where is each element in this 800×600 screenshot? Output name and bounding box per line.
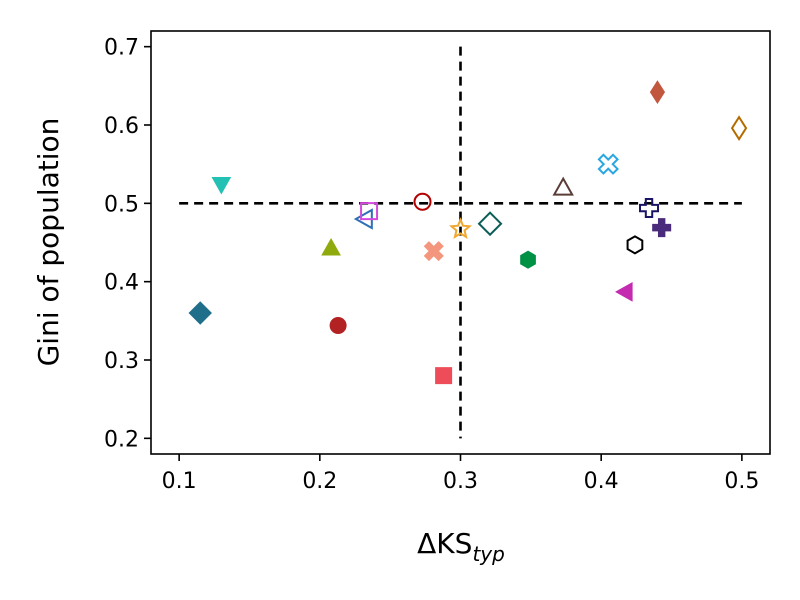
x-tick-label: 0.2 [302, 469, 337, 494]
data-point-plus [639, 198, 660, 219]
x-tick-label: 0.4 [584, 469, 619, 494]
data-point-circle [329, 317, 347, 335]
y-tick-label: 0.6 [104, 114, 139, 139]
data-point-thin-diamond [649, 80, 666, 105]
data-point-triangle-down [211, 177, 232, 195]
x-tick-label: 0.5 [724, 469, 759, 494]
y-tick-label: 0.5 [104, 192, 139, 217]
data-point-diamond [477, 211, 503, 237]
data-point-x [597, 153, 619, 175]
x-axis-ticks: 0.1 0.2 0.3 0.4 0.5 [162, 454, 759, 494]
data-markers [188, 80, 748, 385]
y-tick-label: 0.2 [104, 427, 139, 452]
data-point-thin-diamond [730, 115, 748, 141]
data-point-x [423, 241, 444, 262]
data-point-triangle-up [321, 237, 341, 256]
x-tick-label: 0.3 [443, 469, 478, 494]
x-axis-label: ΔKStyp [417, 527, 505, 566]
data-point-plus [652, 218, 672, 238]
data-point-triangle-up [552, 176, 574, 196]
y-axis-ticks: 0.2 0.3 0.4 0.5 0.6 0.7 [104, 36, 151, 452]
data-point-star [448, 217, 473, 239]
y-tick-label: 0.7 [104, 36, 139, 61]
x-axis-label-subscript: typ [472, 542, 504, 566]
data-point-hexagon [520, 250, 536, 269]
y-tick-label: 0.4 [104, 271, 139, 296]
x-tick-label: 0.1 [162, 469, 197, 494]
data-point-circle [413, 192, 432, 211]
x-axis-label-main: ΔKS [417, 527, 472, 560]
data-point-diamond [188, 301, 212, 325]
y-axis-label: Gini of population [32, 118, 65, 367]
data-point-triangle-left [615, 281, 633, 302]
data-point-hexagon [626, 235, 644, 255]
reference-lines [179, 46, 742, 439]
y-tick-label: 0.3 [104, 349, 139, 374]
data-point-square [435, 367, 453, 385]
data-point-square [360, 202, 379, 221]
